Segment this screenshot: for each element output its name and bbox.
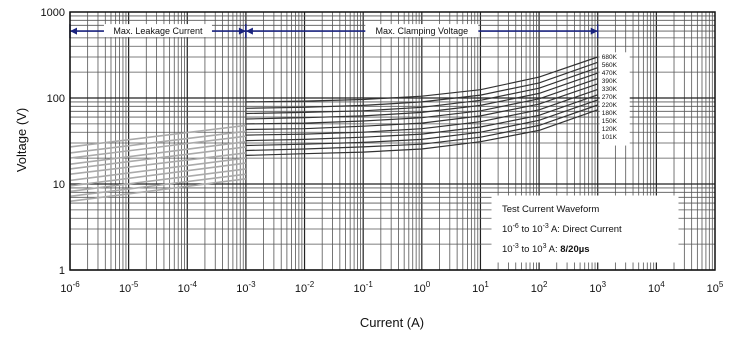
leakage-line-150K	[69, 168, 247, 193]
axes: 10-6 10-5 10-4 10-3 10-2 10-1 100 101 102 103 104 1…	[41, 7, 724, 295]
clamping-line-330K	[245, 78, 598, 125]
clamping-line-270K	[245, 83, 598, 131]
leakage-line-220K	[69, 157, 247, 182]
series-label-220K: 220K	[602, 102, 618, 109]
series-label-101K: 101K	[602, 134, 618, 141]
x-axis-title: Current (A)	[360, 315, 424, 330]
series-labels: 680K560K470K390K330K270K220K180K150K120K…	[599, 52, 630, 146]
range-annotations: Max. Leakage Current Max. Clamping Voltag…	[69, 24, 599, 39]
x-tick-label: 10-6	[60, 280, 80, 295]
leakage-line-390K	[69, 140, 247, 165]
leakage-range-arrow-left	[70, 27, 77, 35]
leakage-range-label: Max. Leakage Current	[113, 26, 203, 36]
info-box-line-pulse: 10-3 to 103 A: 8/20µs	[502, 243, 589, 255]
leakage-line-101K	[69, 178, 247, 203]
y-axis-title: Voltage (V)	[14, 108, 29, 172]
y-tick-label: 100	[47, 93, 65, 105]
leakage-line-270K	[69, 152, 246, 175]
clamping-line-680K	[245, 56, 598, 103]
leakage-line-470K	[69, 135, 246, 159]
leakage-line-180K	[69, 162, 247, 187]
clamping-line-470K	[245, 67, 598, 115]
plot-frame	[69, 11, 716, 271]
clamping-range-arrow-left	[245, 27, 253, 35]
x-tick-label: 102	[531, 280, 548, 295]
series-label-270K: 270K	[602, 94, 618, 101]
leakage-range-label-bg	[103, 24, 212, 38]
clamping-line-150K	[245, 99, 598, 147]
info-box-line-dc: 10-6 to 10-3 A: Direct Current	[502, 223, 622, 235]
x-tick-label: 103	[589, 280, 606, 295]
leakage-range-arrow-right	[238, 27, 246, 35]
leakage-line-120K	[69, 173, 246, 198]
series-label-330K: 330K	[602, 86, 618, 93]
series-label-560K: 560K	[602, 62, 618, 69]
x-tick-label: 105	[707, 280, 724, 295]
x-tick-label: 10-3	[236, 280, 256, 295]
leakage-line-330K	[69, 146, 246, 170]
x-tick-label: 10-4	[178, 280, 198, 295]
clamping-line-560K	[245, 61, 598, 109]
series-lines	[69, 56, 598, 203]
x-tick-label: 104	[648, 280, 665, 295]
leakage-line-680K	[69, 124, 246, 148]
y-tick-label: 1	[59, 265, 65, 277]
x-tick-label: 10-1	[353, 280, 373, 295]
info-box-title: Test Current Waveform	[502, 204, 599, 215]
info-box-bg	[491, 195, 679, 263]
series-label-680K: 680K	[602, 54, 618, 61]
series-label-180K: 180K	[602, 110, 618, 117]
leakage-line-560K	[69, 130, 246, 154]
y-tick-label: 10	[53, 179, 65, 191]
x-tick-label: 101	[472, 280, 489, 295]
clamping-line-101K	[245, 109, 598, 156]
series-label-bg	[599, 52, 630, 146]
clamping-line-180K	[245, 94, 598, 142]
clamping-line-390K	[245, 72, 598, 120]
series-label-120K: 120K	[602, 126, 618, 133]
clamping-range-label: Max. Clamping Voltage	[376, 26, 469, 36]
series-label-150K: 150K	[602, 118, 618, 125]
series-label-470K: 470K	[602, 70, 618, 77]
test-waveform-box: Test Current Waveform 10-6 to 10-3 A: Dir…	[491, 195, 679, 263]
clamping-line-120K	[245, 104, 598, 152]
clamping-range-label-bg	[365, 24, 479, 38]
x-tick-label: 10-5	[119, 280, 139, 295]
x-tick-label: 100	[413, 280, 430, 295]
series-label-390K: 390K	[602, 78, 618, 85]
clamping-line-220K	[245, 88, 598, 136]
x-tick-label: 10-2	[295, 280, 315, 295]
y-tick-label: 1000	[41, 7, 65, 19]
clamping-range-arrow-right	[590, 27, 598, 35]
